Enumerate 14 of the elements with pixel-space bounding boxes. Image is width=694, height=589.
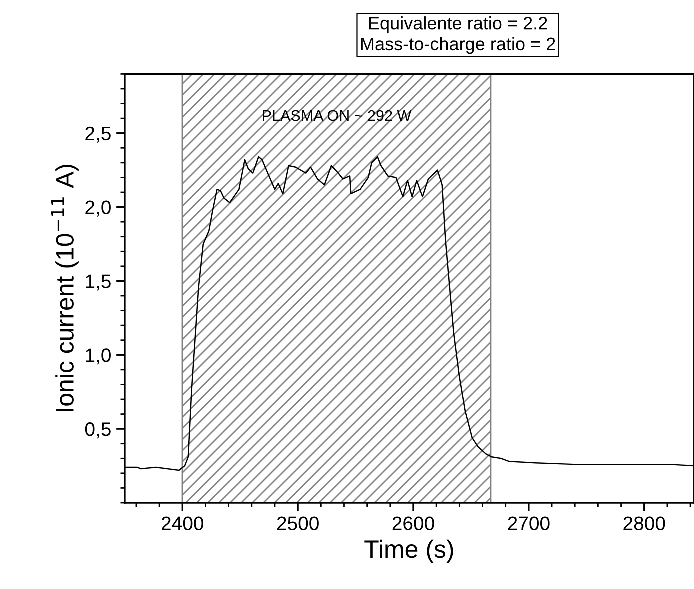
- y-tick-label: 1,5: [86, 274, 111, 291]
- x-tick-label: 2800: [624, 516, 666, 530]
- x-tick-label: 2600: [392, 516, 434, 530]
- x-tick-label: 2500: [277, 516, 319, 530]
- y-tick-label: 1,0: [86, 348, 111, 365]
- x-axis-title: Time (s): [364, 540, 454, 564]
- text: Equivalente ratio = 2.2 Mass-to-charge ratio = 2: [361, 16, 556, 54]
- x-tick-label: 2400: [162, 516, 204, 530]
- y-tick-label: 0,5: [85, 422, 111, 439]
- y-tick-label: 2,5: [86, 126, 111, 143]
- y-tick-label: 2,0: [86, 200, 111, 217]
- x-tick-label: 2700: [508, 516, 550, 530]
- y-axis-title: Ionic current (10$^{−11}$ A): [51, 164, 79, 412]
- band-label: PLASMA ON ~ 292 W: [263, 110, 412, 122]
